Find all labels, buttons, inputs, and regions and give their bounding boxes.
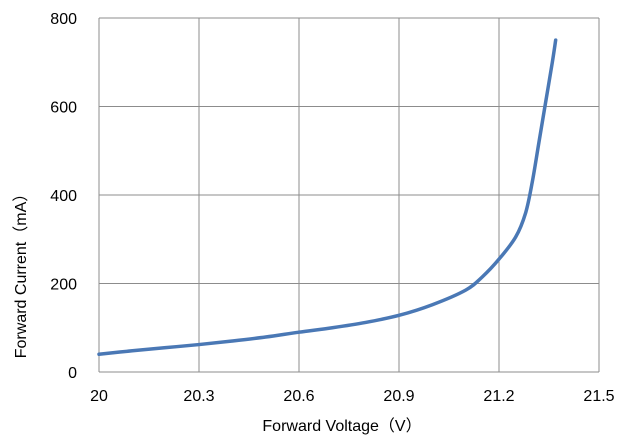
y-tick-label: 400	[50, 188, 77, 205]
x-tick-label: 21.2	[483, 388, 514, 405]
series-line	[99, 40, 556, 354]
y-tick-label: 0	[68, 365, 77, 382]
y-tick-labels: 0 200 400 600 800	[50, 11, 77, 382]
y-tick-label: 800	[50, 11, 77, 28]
x-tick-label: 20.9	[383, 388, 414, 405]
x-tick-labels: 20 20.3 20.6 20.9 21.2 21.5	[90, 388, 615, 405]
series-group	[99, 40, 556, 354]
x-tick-label: 20.3	[183, 388, 214, 405]
x-tick-label: 20	[90, 388, 108, 405]
grid-lines	[99, 18, 599, 372]
x-tick-label: 21.5	[583, 388, 614, 405]
x-tick-label: 20.6	[283, 388, 314, 405]
x-axis-label: Forward Voltage（V）	[262, 417, 421, 435]
y-axis-label: Forward Current（mA）	[12, 186, 30, 358]
y-tick-label: 600	[50, 100, 77, 117]
y-tick-label: 200	[50, 277, 77, 294]
